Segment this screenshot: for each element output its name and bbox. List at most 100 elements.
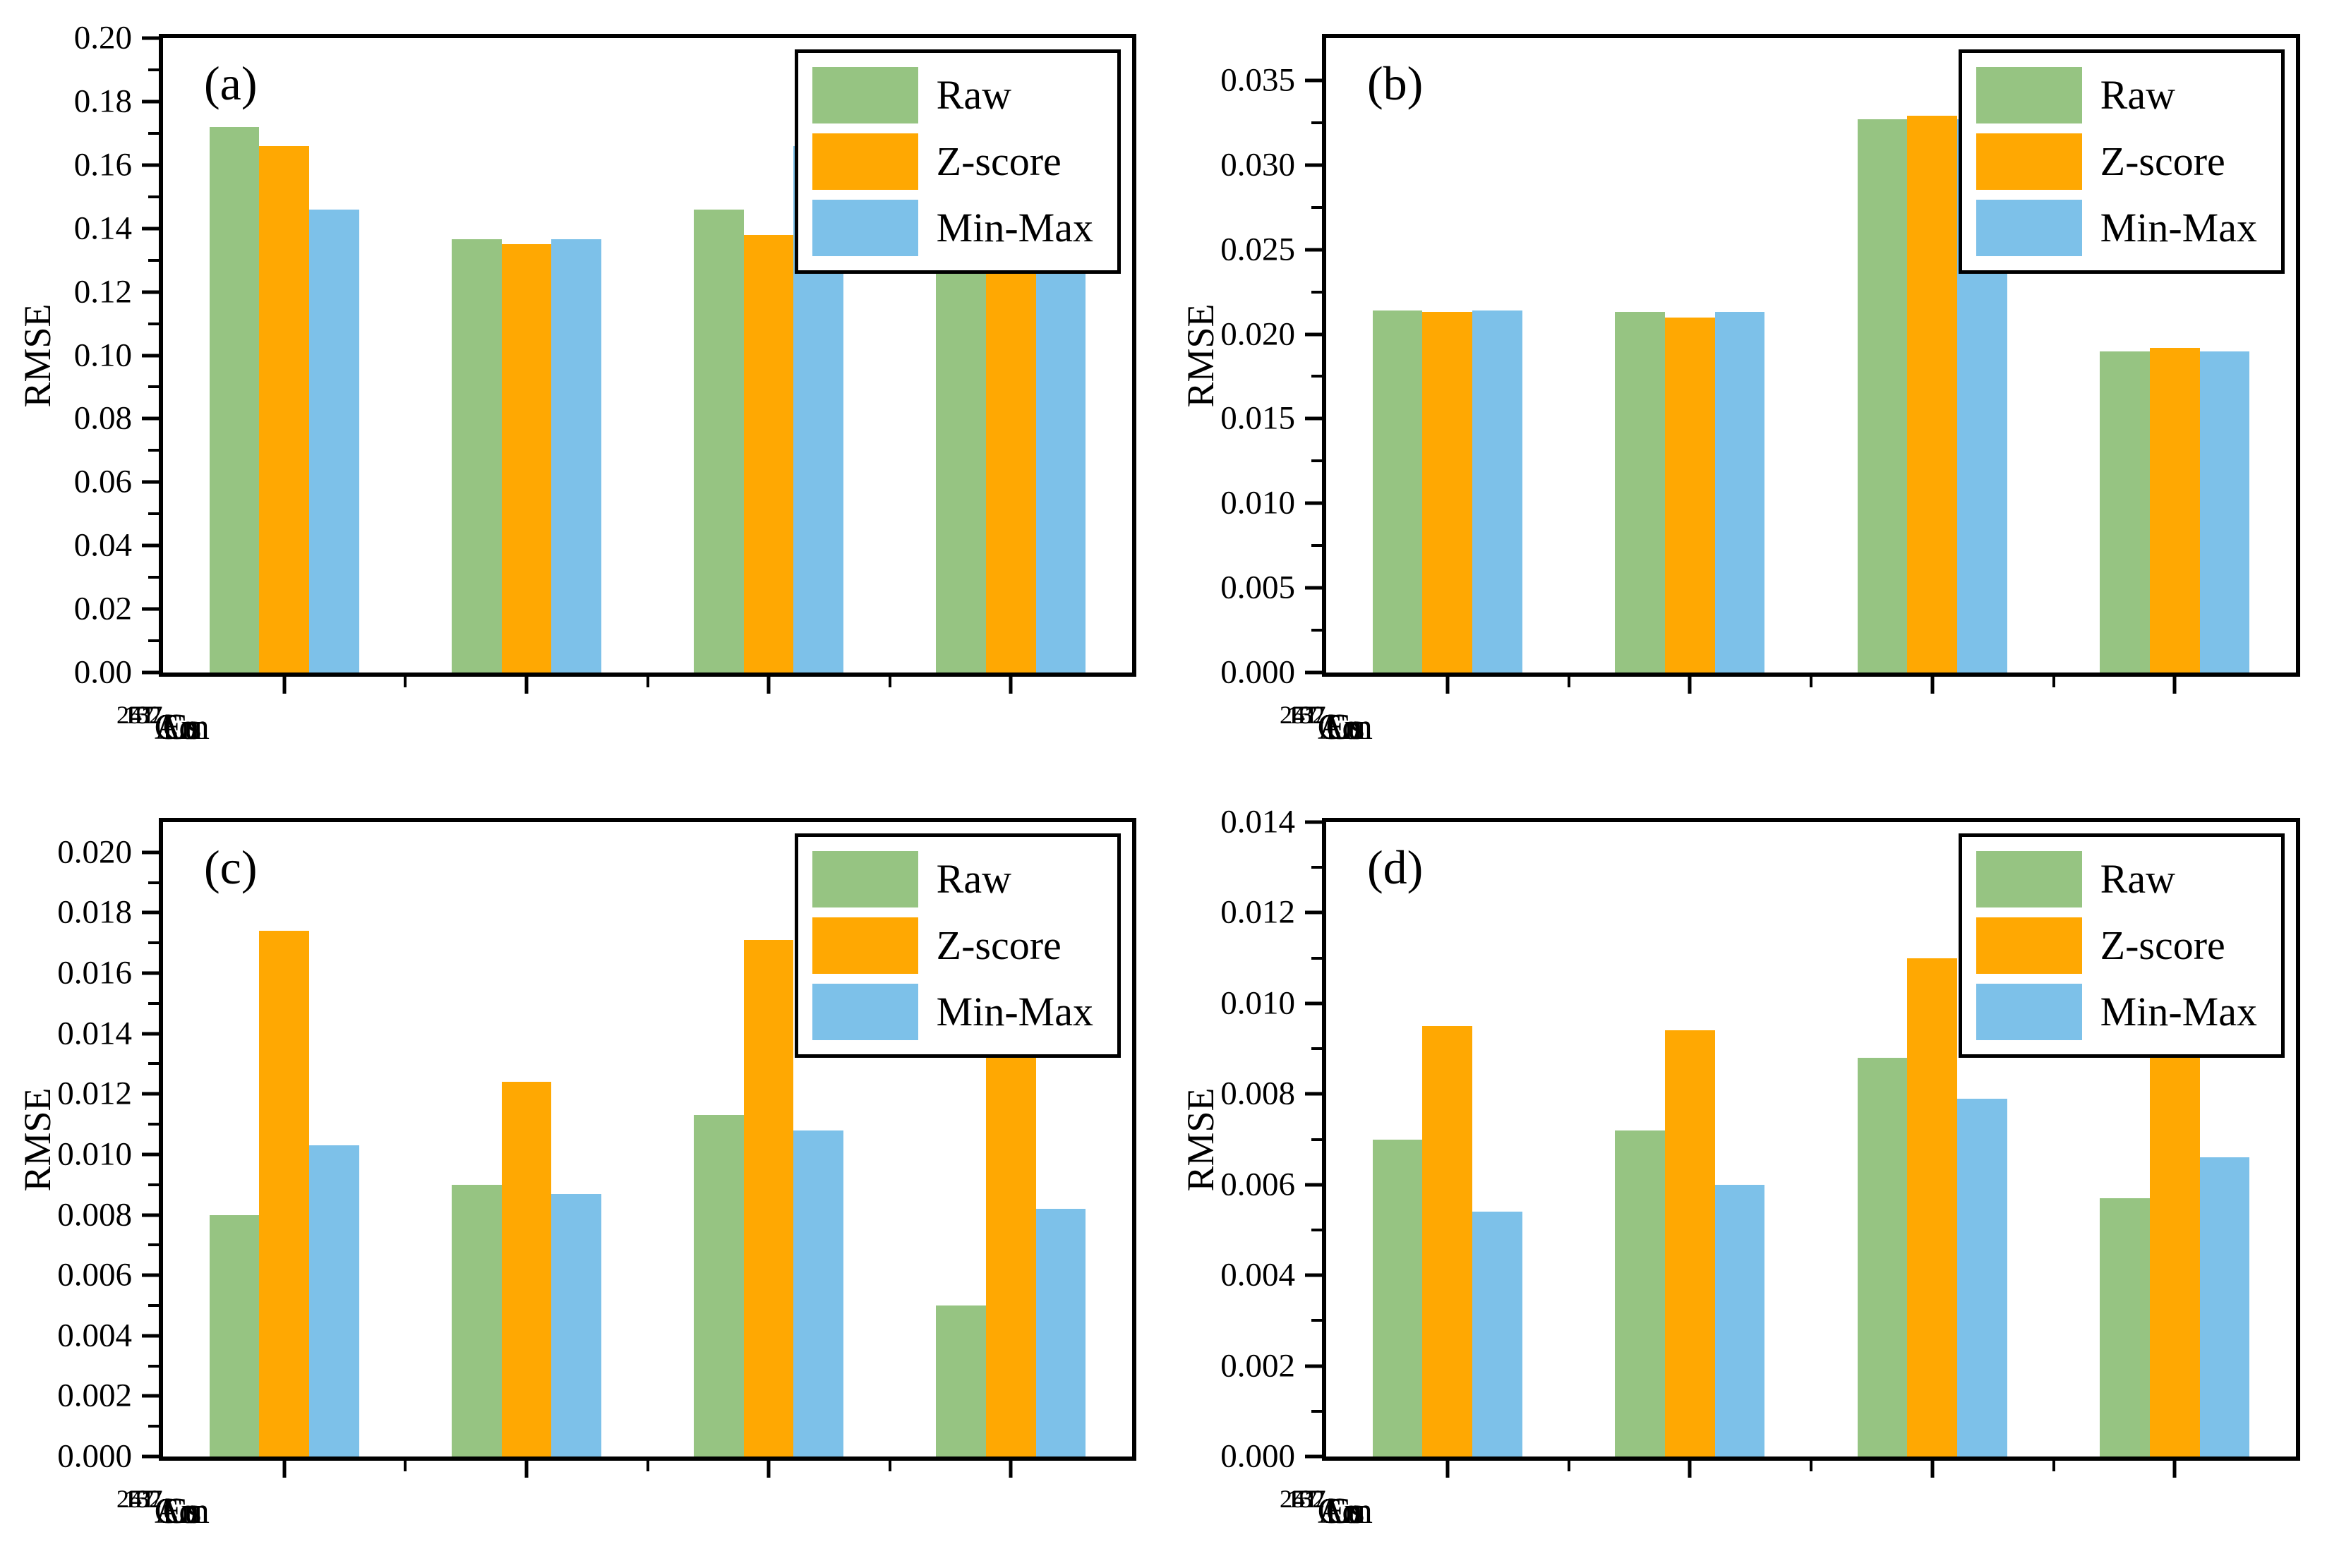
y-major-tick [1305, 1273, 1322, 1277]
bar-z-score-152eu [986, 222, 1036, 673]
x-minor-tick [888, 677, 891, 687]
legend-item-raw: Raw [812, 67, 1093, 123]
y-major-tick [142, 1454, 159, 1459]
isotope-symbol: Eu [162, 707, 203, 747]
bar-raw-137cs [694, 209, 744, 673]
legend-item-z-score: Z-score [812, 917, 1093, 974]
x-category-label-137cs: 137Cs [125, 1486, 202, 1530]
y-major-tick [142, 480, 159, 484]
x-minor-tick [404, 1461, 407, 1471]
y-tick-label: 0.020 [1220, 315, 1295, 353]
bar-min-max-241am [1472, 1212, 1522, 1457]
x-category-label-137cs: 137Cs [1288, 1486, 1365, 1530]
legend-label-raw: Raw [936, 72, 1011, 118]
y-tick-label: 0.018 [57, 893, 132, 931]
y-tick-label: 0.008 [57, 1196, 132, 1234]
isotope-mass-number: 152 [1287, 1485, 1325, 1513]
y-axis-title-c: RMSE [16, 1087, 59, 1192]
isotope-symbol: Cs [1325, 1491, 1365, 1531]
y-major-tick [142, 1092, 159, 1096]
bar-z-score-241am [1422, 312, 1473, 673]
y-major-tick [1305, 248, 1322, 252]
bar-raw-137cs [1857, 119, 1908, 673]
y-major-tick [142, 1152, 159, 1157]
bar-z-score-137cs [1907, 958, 1958, 1457]
y-tick-label: 0.008 [1220, 1075, 1295, 1112]
bar-min-max-152eu [1035, 1208, 1086, 1457]
y-minor-tick [148, 639, 159, 643]
x-category-label-57co: 57Co [129, 702, 198, 746]
isotope-symbol: Co [154, 707, 198, 747]
y-minor-tick [1311, 1047, 1322, 1051]
y-minor-tick [1311, 866, 1322, 869]
y-tick-label: 0.16 [73, 146, 132, 183]
isotope-symbol: Am [1318, 1491, 1373, 1531]
y-minor-tick [148, 576, 159, 579]
y-major-tick [142, 36, 159, 40]
y-axis-title-a: RMSE [16, 303, 59, 408]
y-minor-tick [148, 881, 159, 884]
y-minor-tick [1311, 1138, 1322, 1141]
isotope-mass-number: 241 [116, 1485, 155, 1513]
bar-raw-241am [1372, 310, 1423, 673]
y-minor-tick [148, 1364, 159, 1368]
y-tick-label: 0.015 [1220, 399, 1295, 437]
y-tick-label: 0.006 [1220, 1166, 1295, 1203]
bar-min-max-57co [551, 239, 601, 673]
y-major-tick [142, 1032, 159, 1036]
x-major-tick [282, 1461, 287, 1478]
legend-c: Raw Z-score Min-Max [794, 833, 1121, 1058]
legend-a: Raw Z-score Min-Max [794, 49, 1121, 274]
x-major-tick [1688, 677, 1692, 694]
isotope-mass-number: 57 [1292, 701, 1318, 729]
y-major-tick [142, 354, 159, 357]
x-category-label-152eu: 152Eu [1287, 1486, 1366, 1530]
isotope-symbol: Eu [162, 1491, 203, 1531]
legend-item-raw: Raw [1976, 851, 2257, 907]
legend-item-min-max: Min-Max [812, 984, 1093, 1040]
x-major-tick [1009, 1461, 1013, 1478]
x-major-tick [2172, 677, 2177, 694]
y-minor-tick [1311, 1319, 1322, 1322]
bar-z-score-241am [259, 145, 309, 673]
legend-item-raw: Raw [1976, 67, 2257, 123]
x-minor-tick [1810, 1461, 1812, 1471]
x-minor-tick [1567, 677, 1570, 687]
legend-swatch-min-max [1976, 984, 2082, 1040]
x-category-label-137cs: 137Cs [125, 702, 202, 746]
y-major-tick [142, 1334, 159, 1338]
legend-swatch-raw [1976, 851, 2082, 907]
bar-raw-57co [1615, 1130, 1665, 1457]
legend-d: Raw Z-score Min-Max [1958, 833, 2285, 1058]
panel-b: RMSE (b) 0.000 0.005 0.010 0.015 0.020 0.025 0.0… [1163, 0, 2327, 784]
isotope-mass-number: 241 [1280, 1485, 1318, 1513]
legend-label-raw: Raw [2100, 72, 2175, 118]
bar-z-score-152eu [2149, 1003, 2200, 1457]
y-major-tick [1305, 163, 1322, 167]
legend-swatch-min-max [812, 984, 918, 1040]
y-tick-label: 0.030 [1220, 146, 1295, 183]
y-tick-label: 0.016 [57, 954, 132, 991]
bar-raw-241am [209, 1214, 260, 1457]
legend-swatch-z-score [812, 917, 918, 974]
y-minor-tick [148, 68, 159, 71]
bar-raw-241am [209, 126, 260, 673]
x-minor-tick [646, 677, 649, 687]
y-major-tick [1305, 501, 1322, 505]
y-tick-label: 0.18 [73, 83, 132, 120]
y-major-tick [142, 163, 159, 167]
x-category-label-57co: 57Co [1292, 1486, 1361, 1530]
y-tick-label: 0.010 [1220, 484, 1295, 521]
y-minor-tick [1311, 544, 1322, 548]
x-minor-tick [404, 677, 407, 687]
bar-z-score-57co [1664, 317, 1715, 673]
y-minor-tick [148, 385, 159, 389]
legend-label-min-max: Min-Max [936, 989, 1093, 1035]
legend-label-min-max: Min-Max [2100, 989, 2257, 1035]
panel-a: RMSE (a) 0.00 0.02 0.04 0.06 0.08 0.10 0.12 0.14 0… [0, 0, 1163, 784]
bar-raw-152eu [936, 219, 986, 673]
bar-raw-241am [1372, 1139, 1423, 1457]
bar-min-max-241am [308, 1145, 359, 1457]
isotope-mass-number: 137 [124, 701, 163, 729]
y-tick-label: 0.025 [1220, 231, 1295, 268]
